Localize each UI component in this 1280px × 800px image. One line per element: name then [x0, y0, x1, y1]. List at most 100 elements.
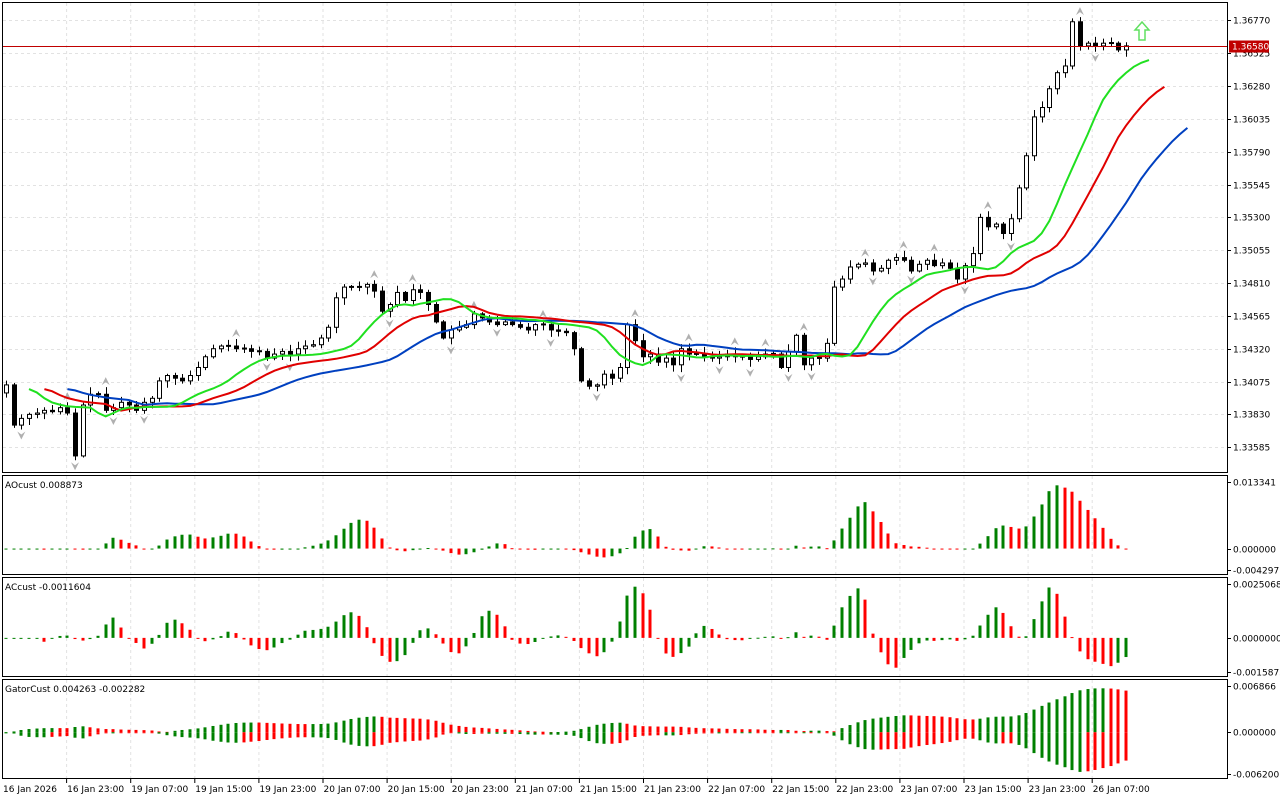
ao-bar — [418, 548, 422, 550]
bull-candle — [917, 263, 922, 272]
fractal-up — [799, 322, 808, 331]
ac-frame — [2, 577, 1228, 677]
bull-candle — [203, 356, 208, 368]
bull-candle — [756, 356, 761, 360]
gator-upper-bar — [656, 726, 660, 733]
ao-bar — [1040, 504, 1044, 549]
gator-lower-bar — [587, 732, 591, 742]
gator-lower-bar — [840, 732, 844, 741]
ac-bar — [948, 637, 952, 640]
ac-bar — [418, 630, 422, 638]
fractal-down — [784, 373, 793, 382]
gator-upper-bar — [909, 715, 913, 733]
gator-lower-bar — [978, 732, 982, 741]
bull-candle — [395, 291, 400, 306]
ao-bar — [625, 548, 629, 550]
ac-bar — [457, 637, 461, 654]
ac-bar — [1024, 636, 1028, 638]
gator-upper-bar — [595, 724, 599, 733]
gator-lower-bar — [1040, 732, 1044, 758]
ac-bar — [142, 637, 146, 649]
bear-candle — [1093, 42, 1098, 47]
ao-bar — [4, 548, 8, 550]
ao-bar — [817, 546, 821, 549]
gator-lower-bar — [1047, 732, 1051, 762]
gator-upper-bar — [342, 720, 346, 733]
gator-lower-bar — [687, 732, 691, 735]
gator-lower-bar — [58, 732, 62, 737]
gator-lower-bar — [104, 732, 108, 734]
gator-upper-bar — [326, 723, 330, 733]
ac-bar — [449, 637, 453, 653]
ao-bar — [618, 548, 622, 554]
ac-panel[interactable] — [4, 586, 1128, 668]
gator-upper-bar — [1078, 690, 1082, 733]
ao-bar — [526, 548, 530, 550]
ac-bar — [165, 622, 169, 638]
gator-lower-bar — [1116, 732, 1120, 764]
time-label: 20 Jan 15:00 — [388, 785, 445, 795]
ao-bar — [587, 548, 591, 555]
ao-bar — [710, 546, 714, 549]
ac-bar — [464, 637, 468, 647]
gator-panel[interactable] — [4, 688, 1128, 772]
fractal-down — [1006, 242, 1015, 251]
fractal-up — [1075, 7, 1084, 16]
bull-candle — [1047, 88, 1052, 109]
ao-panel[interactable] — [4, 485, 1128, 558]
ao-bar — [932, 548, 936, 550]
fractal-down — [71, 462, 80, 471]
price-tick-label: 1.35055 — [1233, 247, 1270, 257]
gator-lower-bar — [748, 732, 752, 734]
ac-bar — [403, 637, 407, 656]
ao-bar — [510, 548, 514, 550]
ac-bar — [88, 637, 92, 640]
gator-lower-bar — [1063, 732, 1067, 768]
bear-candle — [518, 324, 523, 328]
ao-bar — [196, 536, 200, 549]
ao-bar — [1055, 485, 1059, 549]
bear-candle — [180, 377, 185, 382]
gator-upper-bar — [173, 730, 177, 733]
price-panel[interactable] — [3, 7, 1227, 471]
ac-bar — [265, 637, 269, 651]
gator-upper-bar — [917, 715, 921, 733]
gator-upper-bar — [196, 728, 200, 733]
bull-candle — [1070, 21, 1075, 67]
ac-bar — [549, 636, 553, 638]
fractal-down — [677, 374, 686, 383]
ac-bar — [848, 595, 852, 638]
ao-bar — [909, 546, 913, 549]
ao-bar — [641, 530, 645, 549]
ao-bar — [871, 511, 875, 549]
bull-candle — [994, 223, 999, 228]
ao-bar — [556, 548, 560, 550]
ac-bar — [633, 586, 637, 638]
ao-bar — [863, 502, 867, 549]
ao-bar — [694, 548, 698, 550]
gator-lower-bar — [434, 732, 438, 738]
gator-lower-bar — [81, 732, 85, 739]
gator-lower-bar — [733, 732, 737, 734]
fractal-up — [761, 338, 770, 347]
ac-bar — [602, 637, 606, 653]
gator-lower-bar — [441, 732, 445, 735]
gator-lower-bar — [203, 732, 207, 740]
ao-bar — [840, 528, 844, 549]
ac-bar — [832, 625, 836, 638]
gator-upper-bar — [1001, 716, 1005, 733]
gator-lower-bar — [541, 732, 545, 735]
ac-bar — [1063, 616, 1067, 638]
ac-bar — [886, 637, 890, 665]
ao-bar — [65, 548, 69, 550]
bull-candle — [211, 348, 216, 358]
ao-bar — [986, 536, 990, 549]
ac-bar — [733, 637, 737, 641]
time-label: 22 Jan 23:00 — [836, 785, 893, 795]
gator-upper-bar — [1009, 716, 1013, 733]
gator-upper-bar — [1055, 699, 1059, 733]
ac-bar — [203, 637, 207, 642]
gator-title: GatorCust 0.004263 -0.002282 — [5, 685, 145, 695]
ao-tick-label: -0.004297 — [1233, 567, 1279, 577]
